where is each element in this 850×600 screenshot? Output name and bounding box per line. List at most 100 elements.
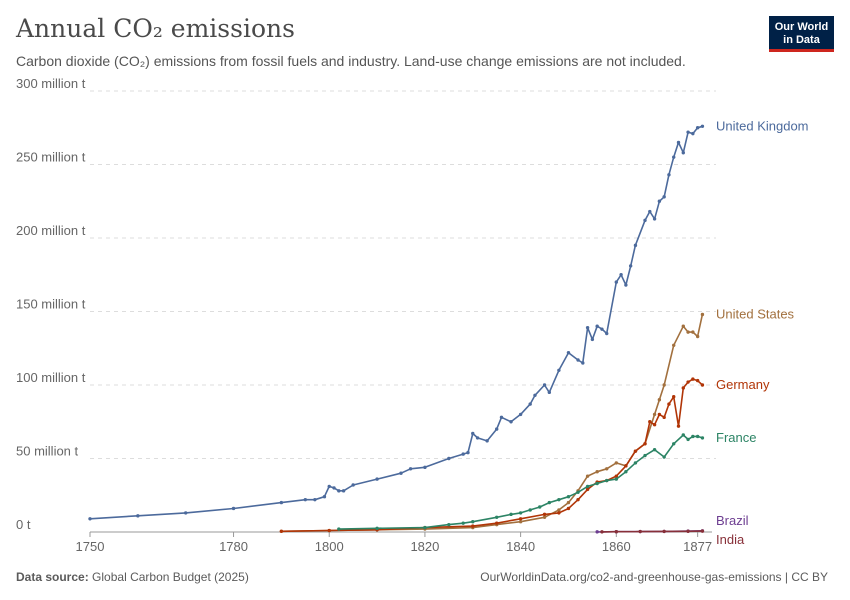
footer-url[interactable]: OurWorldinData.org/co2-and-greenhouse-ga… bbox=[480, 570, 828, 584]
data-point bbox=[466, 450, 470, 455]
series-label[interactable]: Brazil bbox=[716, 513, 749, 528]
data-point bbox=[695, 334, 700, 339]
footer-source: Data source: Global Carbon Budget (2025) bbox=[16, 570, 249, 584]
data-point bbox=[375, 477, 379, 481]
data-point bbox=[471, 431, 475, 436]
data-point bbox=[672, 395, 676, 399]
data-point bbox=[581, 361, 585, 365]
source-value[interactable]: Global Carbon Budget (2025) bbox=[92, 570, 249, 584]
data-point bbox=[691, 377, 695, 381]
data-point bbox=[518, 520, 523, 524]
data-point bbox=[691, 434, 695, 439]
data-point bbox=[447, 456, 451, 461]
data-point bbox=[686, 130, 690, 134]
series-label[interactable]: United States bbox=[716, 306, 795, 321]
data-point bbox=[691, 330, 695, 334]
series-label[interactable]: India bbox=[716, 532, 745, 547]
data-point bbox=[332, 486, 336, 490]
data-point bbox=[557, 368, 561, 372]
data-point bbox=[700, 383, 705, 387]
y-tick-label: 300 million t bbox=[16, 76, 86, 91]
data-point bbox=[279, 500, 284, 505]
data-point bbox=[614, 461, 619, 465]
series-label[interactable]: United Kingdom bbox=[716, 118, 809, 133]
data-point bbox=[351, 483, 355, 487]
data-point bbox=[667, 402, 671, 406]
data-point bbox=[585, 325, 590, 330]
data-point bbox=[624, 283, 628, 287]
data-point bbox=[423, 525, 427, 530]
series-label[interactable]: Germany bbox=[716, 377, 770, 392]
data-point bbox=[643, 442, 647, 446]
data-point bbox=[475, 436, 480, 440]
data-point bbox=[576, 358, 580, 362]
data-point bbox=[614, 530, 619, 534]
data-point bbox=[614, 474, 619, 478]
data-point bbox=[337, 527, 341, 531]
data-point bbox=[494, 515, 499, 519]
data-point bbox=[566, 500, 571, 505]
data-point bbox=[461, 521, 465, 525]
data-point bbox=[313, 497, 317, 502]
data-point bbox=[600, 530, 604, 534]
data-point bbox=[633, 449, 638, 453]
data-point bbox=[542, 515, 547, 519]
data-point bbox=[700, 312, 705, 317]
data-point bbox=[700, 124, 705, 128]
series-label[interactable]: France bbox=[716, 430, 756, 445]
data-point bbox=[585, 487, 590, 492]
data-point bbox=[614, 280, 619, 284]
data-point bbox=[700, 436, 705, 440]
data-point bbox=[375, 526, 379, 531]
data-point bbox=[461, 452, 465, 456]
source-label: Data source: bbox=[16, 570, 89, 584]
data-point bbox=[557, 508, 561, 512]
data-point bbox=[327, 528, 331, 533]
x-tick-label: 1750 bbox=[76, 539, 105, 554]
data-point bbox=[585, 474, 590, 478]
data-point bbox=[590, 337, 595, 342]
data-point bbox=[538, 505, 542, 509]
data-point bbox=[518, 412, 523, 417]
data-point bbox=[423, 465, 427, 470]
data-point bbox=[231, 506, 236, 511]
data-point bbox=[88, 517, 92, 521]
series-line-germany bbox=[281, 378, 703, 533]
data-point bbox=[518, 511, 523, 515]
data-point bbox=[657, 412, 662, 417]
data-point bbox=[676, 424, 681, 428]
data-point bbox=[605, 331, 609, 336]
data-point bbox=[136, 514, 140, 518]
data-point bbox=[557, 497, 561, 502]
data-point bbox=[695, 378, 700, 383]
data-point bbox=[667, 173, 671, 177]
data-point bbox=[509, 420, 513, 424]
data-point bbox=[183, 511, 188, 515]
data-point bbox=[533, 393, 537, 397]
data-point bbox=[681, 151, 685, 155]
data-point bbox=[542, 383, 547, 387]
data-point bbox=[499, 415, 504, 420]
y-tick-label: 100 million t bbox=[16, 370, 86, 385]
y-tick-label: 150 million t bbox=[16, 297, 86, 312]
data-point bbox=[633, 461, 638, 465]
data-point bbox=[471, 524, 475, 528]
owid-logo[interactable]: Our World in Data bbox=[769, 16, 834, 52]
data-point bbox=[494, 427, 499, 431]
x-tick-label: 1877 bbox=[683, 539, 712, 554]
data-point bbox=[485, 439, 489, 443]
y-tick-label: 200 million t bbox=[16, 223, 86, 238]
data-point bbox=[528, 402, 532, 406]
data-point bbox=[628, 264, 633, 268]
data-point bbox=[662, 383, 666, 387]
data-point bbox=[619, 273, 623, 277]
y-tick-label: 50 million t bbox=[16, 444, 79, 459]
data-point bbox=[494, 521, 499, 525]
data-point bbox=[681, 433, 685, 437]
data-point bbox=[341, 489, 346, 493]
series-line-united-states bbox=[281, 314, 704, 533]
data-point bbox=[638, 529, 642, 534]
data-point bbox=[652, 447, 657, 452]
data-point bbox=[657, 398, 662, 402]
